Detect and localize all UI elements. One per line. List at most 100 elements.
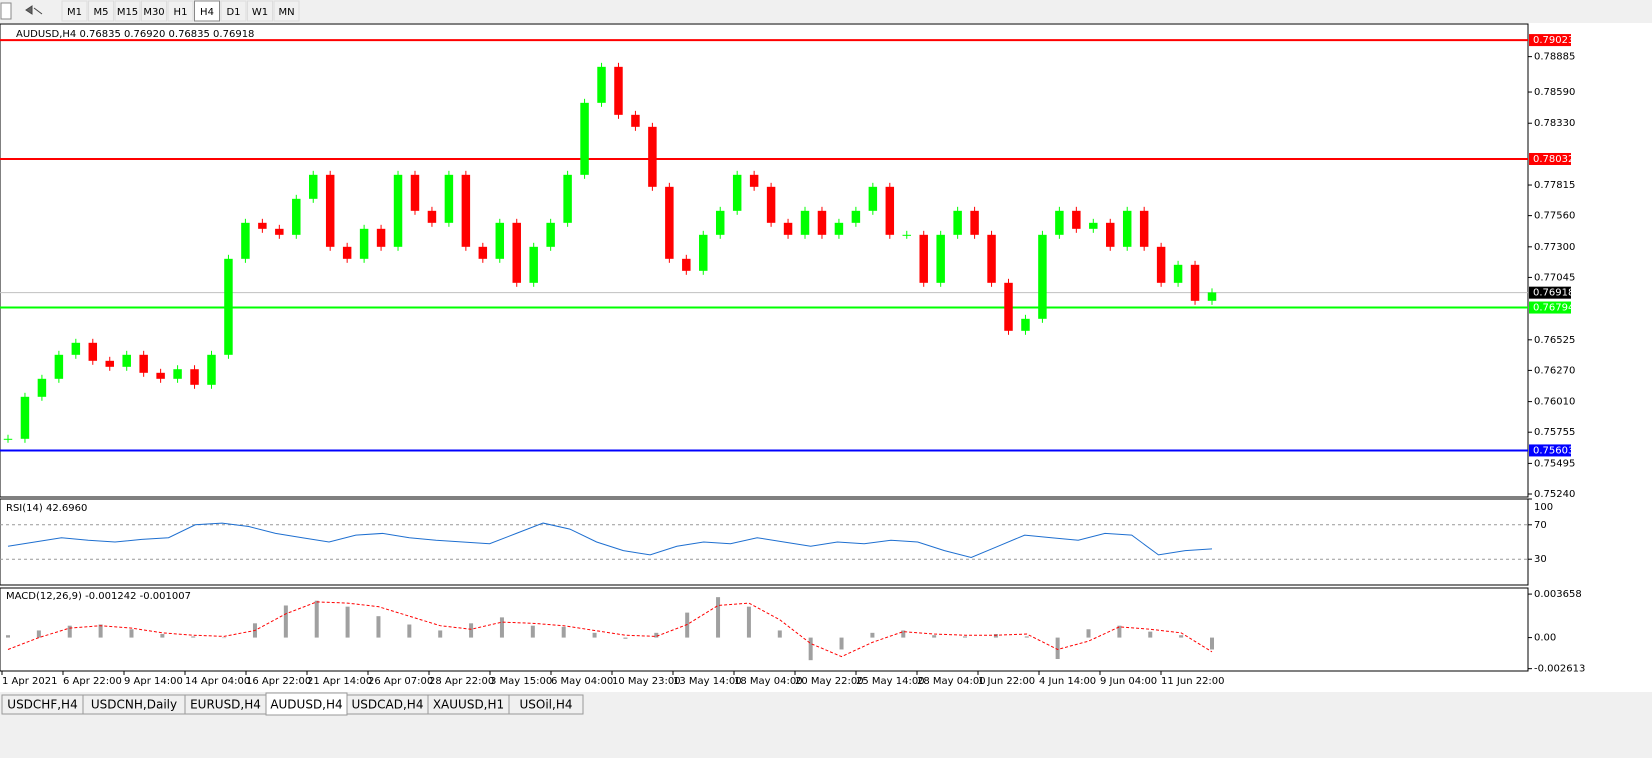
candle — [800, 210, 810, 235]
macd-title: MACD(12,26,9) -0.001242 -0.001007 — [6, 591, 191, 602]
level-label: 0.76794 — [1533, 303, 1574, 314]
candle — [885, 186, 895, 235]
macd-bar — [963, 636, 968, 638]
macd-bar — [685, 612, 690, 638]
y-tick-label: 0.77045 — [1534, 272, 1575, 283]
candle — [190, 369, 199, 385]
y-tick-label: 0.75240 — [1534, 489, 1575, 500]
x-tick-label: 9 Apr 14:00 — [124, 676, 183, 687]
x-tick-label: 11 Jun 22:00 — [1161, 676, 1225, 687]
candle — [495, 222, 505, 259]
x-tick-label: 6 Apr 22:00 — [63, 676, 122, 687]
macd-bar — [1117, 625, 1122, 638]
macd-bar — [407, 624, 412, 638]
timeframe-button[interactable] — [220, 0, 247, 22]
candle — [732, 174, 742, 211]
timeframe-label[interactable]: H4 — [200, 7, 214, 18]
candle — [1089, 222, 1098, 229]
tab-label[interactable]: USDCHF,H4 — [7, 698, 77, 712]
tab-label[interactable]: USDCNH,Daily — [91, 698, 177, 712]
macd-bar — [499, 617, 504, 638]
candle — [1139, 210, 1149, 247]
candle — [817, 210, 827, 235]
macd-bar — [839, 637, 844, 650]
macd-bar — [469, 623, 474, 638]
candle — [376, 228, 386, 247]
candle — [512, 222, 521, 283]
macd-bar — [932, 635, 937, 638]
timeframe-button[interactable] — [88, 0, 114, 22]
candle — [224, 258, 233, 355]
timeframe-label[interactable]: H1 — [174, 7, 188, 18]
timeframe-label[interactable]: M30 — [143, 7, 164, 18]
candle — [1156, 246, 1166, 283]
level-box — [1529, 301, 1571, 314]
candle — [139, 354, 148, 373]
x-tick-label: 28 May 04:00 — [917, 676, 986, 687]
timeframe-label[interactable]: M5 — [94, 7, 109, 18]
tool-icon[interactable] — [0, 2, 12, 20]
timeframe-button[interactable] — [247, 0, 273, 22]
candle — [1190, 264, 1200, 301]
tab[interactable] — [508, 694, 584, 715]
macd-bar — [561, 626, 566, 638]
candle — [699, 234, 708, 271]
candle — [241, 222, 250, 259]
candle — [292, 198, 301, 235]
x-tick-label: 13 May 14:00 — [673, 676, 742, 687]
timeframe-button[interactable] — [61, 0, 88, 22]
x-tick-label: 20 May 22:00 — [795, 676, 864, 687]
macd-bar — [345, 606, 350, 638]
x-tick-label: 3 May 15:00 — [490, 676, 552, 687]
macd-bar — [716, 597, 721, 638]
macd-bar — [1055, 637, 1060, 659]
candle — [682, 258, 691, 271]
candle — [1055, 210, 1064, 235]
candle — [1173, 264, 1183, 283]
timeframe-button[interactable] — [273, 0, 300, 22]
macd-bar — [1148, 631, 1153, 638]
candle — [597, 66, 606, 103]
level-box — [1529, 444, 1571, 457]
macd-bar — [530, 625, 535, 638]
x-tick-label: 26 Apr 07:00 — [368, 676, 433, 687]
tab-label[interactable]: USOil,H4 — [520, 698, 573, 712]
price-panel — [0, 23, 1529, 498]
timeframe-label[interactable]: MN — [278, 7, 294, 18]
timeframe-label[interactable]: D1 — [226, 7, 240, 18]
timeframe-label[interactable]: M1 — [67, 7, 82, 18]
level-label: 0.78032 — [1533, 154, 1574, 165]
timeframe-button[interactable] — [141, 0, 167, 22]
level-label: 0.79023 — [1533, 35, 1574, 46]
macd-bar — [808, 637, 813, 661]
tab-label[interactable]: AUDUSD,H4 — [270, 698, 342, 712]
chart-title: AUDUSD,H4 0.76835 0.76920 0.76835 0.7691… — [16, 29, 254, 40]
candle — [71, 342, 81, 355]
tab-label[interactable]: EURUSD,H4 — [190, 698, 261, 712]
timeframe-button[interactable] — [167, 0, 194, 22]
timeframe-label[interactable]: M15 — [117, 7, 138, 18]
x-tick-label: 16 Apr 22:00 — [246, 676, 311, 687]
candle — [987, 234, 996, 283]
y-tick-label: -0.002613 — [1534, 664, 1585, 675]
candle — [20, 396, 30, 439]
macd-bar — [870, 632, 875, 638]
timeframe-label[interactable]: W1 — [252, 7, 268, 18]
candle — [1038, 234, 1047, 319]
timeframe-button[interactable] — [114, 0, 141, 22]
macd-bar — [1210, 637, 1214, 650]
candle — [919, 234, 928, 283]
macd-bar — [777, 630, 782, 638]
x-tick-label: 18 May 04:00 — [734, 676, 803, 687]
timeframe-button[interactable] — [194, 0, 220, 22]
tab-label[interactable]: XAUUSD,H1 — [433, 698, 504, 712]
candle — [953, 210, 962, 235]
tab-label[interactable]: USDCAD,H4 — [352, 698, 424, 712]
y-tick-label: 0.75495 — [1534, 458, 1575, 469]
tool-icon[interactable] — [25, 5, 43, 15]
rsi-panel — [0, 498, 1529, 586]
candle — [834, 222, 844, 235]
macd-bar — [129, 629, 134, 638]
